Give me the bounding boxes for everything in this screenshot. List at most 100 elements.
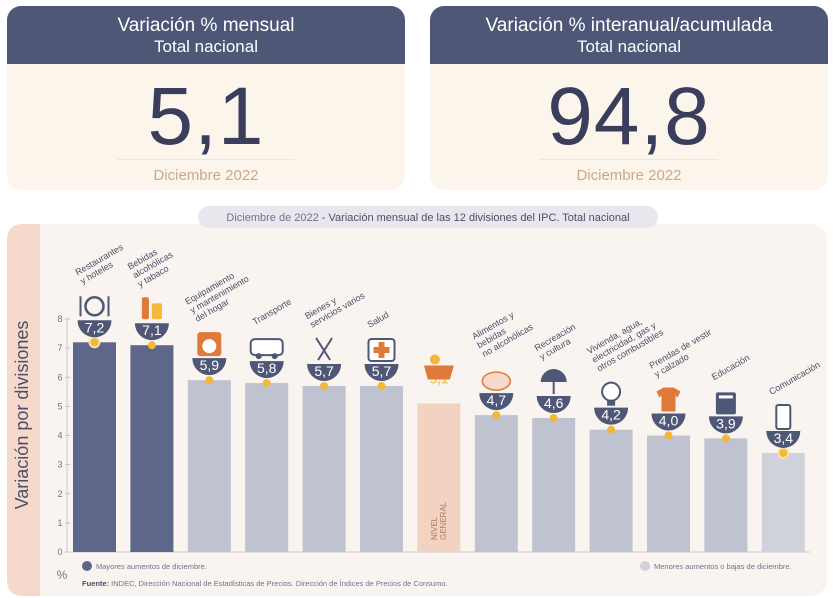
legend-low-swatch — [640, 561, 650, 571]
value-label: 4,6 — [544, 395, 564, 411]
icon-shape — [718, 395, 733, 399]
bar-10 — [647, 435, 690, 552]
value-bubble — [536, 396, 571, 414]
icon-shape — [315, 337, 331, 361]
shopping-basket-icon — [423, 354, 454, 380]
value-marker — [88, 336, 101, 349]
y-tick-label: 5 — [57, 401, 62, 411]
value-marker — [377, 381, 386, 390]
icon-shape — [373, 346, 390, 353]
books-icon — [715, 392, 736, 415]
icon-shape — [601, 381, 622, 402]
yearly-variation-card: Variación % interanual/acumulada Total n… — [430, 6, 828, 190]
value-label: 4,7 — [487, 392, 507, 408]
value-bubble — [479, 393, 514, 411]
value-marker — [549, 414, 558, 423]
bar-2 — [187, 380, 231, 552]
value-label: 7,2 — [85, 319, 105, 335]
icon-shape — [141, 297, 149, 320]
bar-0 — [73, 342, 116, 552]
value-label: 5,7 — [314, 363, 334, 379]
bar-5 — [360, 385, 403, 552]
value-label: 4,0 — [659, 413, 679, 429]
medical-kit-icon — [367, 337, 396, 362]
y-tick-label: 1 — [57, 518, 62, 528]
icon-shape — [607, 400, 616, 406]
monthly-card-period: Diciembre 2022 — [153, 167, 259, 184]
card-divider — [117, 159, 295, 160]
bus-icon — [249, 338, 284, 360]
value-marker — [607, 425, 616, 434]
utensils-icon — [79, 296, 110, 317]
card-divider — [540, 159, 718, 160]
value-marker — [492, 411, 501, 420]
value-marker — [262, 379, 271, 388]
y-axis-unit: % — [57, 568, 68, 582]
value-label: 5,7 — [372, 363, 392, 379]
value-marker — [721, 434, 730, 443]
scissors-icon — [315, 337, 333, 361]
icon-shape — [775, 403, 792, 430]
value-label: 3,4 — [774, 430, 794, 446]
bar-9 — [589, 429, 633, 552]
y-tick-label: 4 — [57, 431, 62, 441]
legend-high-swatch — [82, 561, 92, 571]
y-tick-label: 8 — [57, 314, 62, 324]
icon-shape — [151, 303, 162, 320]
chart-side-band — [7, 224, 40, 596]
value-label: 5,8 — [257, 360, 277, 376]
icon-shape — [423, 365, 454, 380]
value-bubble — [134, 323, 169, 341]
y-tick-label: 3 — [57, 460, 62, 470]
yearly-card-body: 94,8 Diciembre 2022 — [430, 64, 828, 190]
bottles-icon — [141, 297, 162, 320]
monthly-card-title: Variación % mensual — [117, 15, 295, 36]
bar-7 — [474, 415, 518, 552]
light-bulb-icon — [601, 381, 622, 406]
icon-shape — [271, 353, 278, 360]
icon-shape — [429, 354, 440, 365]
value-marker — [777, 446, 790, 459]
chart-title: Diciembre de 2022 - Variación mensual de… — [226, 212, 629, 224]
ipc-divisions-bar-chart: Diciembre de 2022 - Variación mensual de… — [7, 206, 827, 596]
monthly-card-header: Variación % mensual Total nacional — [7, 6, 405, 64]
icon-shape — [249, 338, 284, 357]
yearly-card-header: Variación % interanual/acumulada Total n… — [430, 6, 828, 64]
value-bubble — [77, 320, 112, 338]
shirt-icon — [656, 387, 681, 412]
icon-shape — [202, 339, 217, 354]
yearly-variation-value: 94,8 — [547, 71, 711, 162]
legend-high-text: Mayores aumentos de diciembre. — [96, 562, 207, 571]
bar-1 — [130, 345, 174, 552]
value-bubble — [364, 363, 399, 381]
value-label: 3,9 — [716, 415, 736, 431]
bar-12 — [761, 452, 805, 552]
value-marker — [205, 376, 214, 385]
monthly-variation-card: Variación % mensual Total nacional 5,1 D… — [7, 6, 405, 190]
value-bubble — [708, 416, 743, 434]
phone-icon — [775, 403, 792, 430]
umbrella-icon — [540, 369, 567, 395]
bar-4 — [302, 385, 346, 552]
bar-3 — [245, 383, 289, 552]
legend-low-text: Menores aumentos o bajas de diciembre. — [654, 562, 792, 571]
y-tick-label: 0 — [57, 547, 62, 557]
source-note: Fuente: INDEC, Dirección Nacional de Est… — [82, 579, 448, 588]
chart-panel — [7, 224, 827, 596]
chicken-icon — [481, 371, 512, 391]
value-bubble — [594, 407, 629, 425]
value-marker — [664, 431, 673, 440]
bar-8 — [532, 418, 576, 552]
value-marker — [320, 381, 329, 390]
bar-11 — [704, 438, 748, 552]
value-label: 5,9 — [200, 357, 220, 373]
yearly-card-subtitle: Total nacional — [577, 37, 681, 56]
value-label: 7,1 — [142, 322, 162, 338]
icon-shape — [84, 296, 105, 317]
y-tick-label: 6 — [57, 372, 62, 382]
chart-title-pill — [198, 206, 658, 228]
value-bubble — [307, 363, 342, 381]
y-axis-label: Variación por divisiones — [12, 321, 32, 510]
monthly-card-body: 5,1 Diciembre 2022 — [7, 64, 405, 190]
washing-machine-icon — [197, 332, 222, 357]
